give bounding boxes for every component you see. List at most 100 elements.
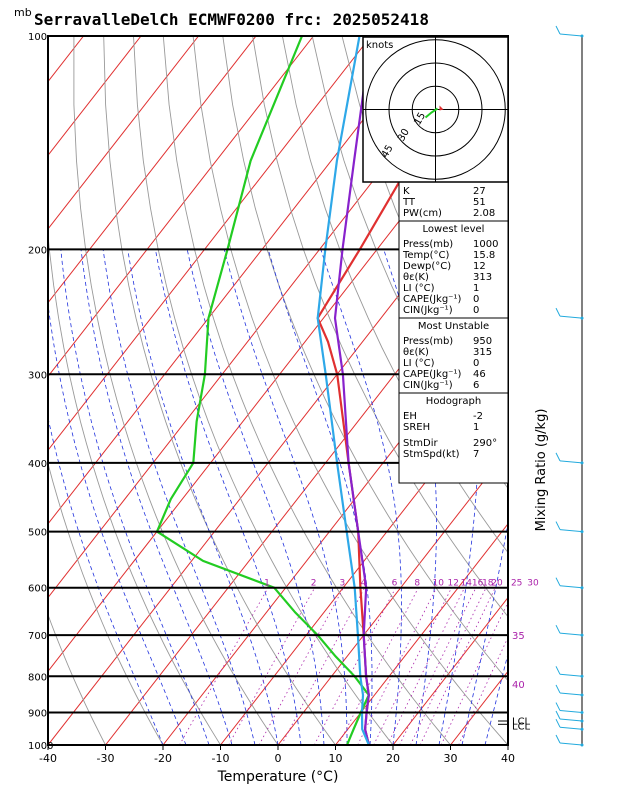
lowest-value: 313	[473, 272, 492, 283]
isotherm-line	[277, 449, 508, 745]
x-tick-label: 10	[329, 752, 343, 765]
index-key: K	[403, 186, 410, 197]
lowest-level-header: Lowest level	[423, 224, 485, 235]
wind-barb-icon	[559, 632, 583, 636]
moist-adiabat-line	[320, 249, 402, 745]
isotherm-line	[48, 36, 199, 230]
hodograph-ring-label: 30	[396, 127, 412, 144]
sounding-series-line	[316, 36, 370, 745]
lcl-label: LCL	[512, 716, 531, 727]
isotherm-line	[48, 36, 257, 304]
wind-barb-flag	[555, 666, 561, 675]
dry-adiabat-line	[252, 36, 508, 618]
x-tick-label: 20	[386, 752, 400, 765]
hodo-key: EH	[403, 411, 417, 422]
sounding-series-line	[333, 36, 373, 745]
plot-area	[0, 36, 618, 745]
dry-adiabat-line	[281, 36, 508, 554]
x-axis-label: Temperature (°C)	[217, 769, 339, 785]
hodo-value: 7	[473, 449, 479, 460]
x-tick-label: -30	[97, 752, 115, 765]
moist-adiabat-line	[383, 249, 437, 745]
mixing-ratio-label: 4	[361, 579, 367, 589]
wind-barb-flag	[555, 307, 561, 317]
wind-barb-flag	[555, 702, 561, 711]
pressure-tick-label: 800	[28, 672, 47, 683]
wind-barb-icon	[559, 529, 583, 533]
indices-panel	[398, 181, 509, 484]
mixing-ratio-label: 16	[472, 579, 484, 589]
wind-barb-flag	[555, 684, 561, 694]
lowest-value: 15.8	[473, 250, 495, 261]
hodograph-trace	[424, 107, 439, 119]
wind-barb-flag	[555, 710, 561, 720]
mixing-ratio-line	[338, 587, 419, 745]
isotherm-line	[566, 36, 618, 745]
moist-adiabat-line	[484, 652, 508, 745]
isotherm-line	[0, 36, 26, 745]
lowest-key: CAPE(Jkg⁻¹)	[403, 294, 461, 305]
index-value: 51	[473, 197, 486, 208]
pressure-tick-label: 900	[28, 709, 47, 720]
pressure-tick-label: 600	[28, 584, 47, 595]
temp-label-right: 40	[512, 680, 525, 691]
dry-adiabat-line	[48, 229, 221, 745]
wind-barb-icon	[559, 585, 583, 589]
pressure-unit-label: mb	[14, 6, 32, 19]
mixing-ratio-label: 3	[339, 579, 345, 589]
mixing-ratio-label: 20	[491, 579, 503, 589]
moist-adiabat-line	[438, 249, 480, 745]
wind-barb-icon	[559, 742, 583, 746]
hodo-key: StmSpd(kt)	[403, 449, 460, 460]
y-axis-label: Mixing Ratio (g/kg)	[534, 409, 549, 532]
moist-adiabat-line	[80, 249, 233, 745]
mixing-ratio-line	[228, 587, 316, 745]
wind-barb-icon	[559, 718, 583, 722]
x-tick-label: -10	[212, 752, 230, 765]
most-unstable-header: Most Unstable	[418, 321, 489, 332]
dry-adiabat-line	[133, 36, 394, 745]
isotherm-line	[48, 36, 372, 451]
mixing-ratio-label: 6	[392, 579, 398, 589]
moist-adiabat-line	[186, 249, 325, 745]
lcl-label: LCL	[512, 721, 531, 732]
wind-barb-flag	[555, 25, 561, 35]
mixing-ratio-line	[179, 587, 269, 745]
index-value: 27	[473, 186, 486, 197]
mixing-ratio-label: 30	[527, 579, 539, 589]
lowest-key: θε(K)	[403, 272, 429, 283]
moist-adiabat-line	[48, 301, 187, 745]
mu-key: CIN(Jkg⁻¹)	[403, 380, 453, 391]
mu-key: CAPE(Jkg⁻¹)	[403, 369, 461, 380]
mu-value: 0	[473, 358, 479, 369]
mixing-ratio-line	[258, 587, 344, 745]
dry-adiabat-line	[162, 36, 451, 745]
mixing-ratio-line	[313, 587, 396, 745]
dry-adiabat-line	[521, 36, 618, 745]
moist-adiabat-line	[102, 249, 256, 745]
lowest-key: LI (°C)	[403, 283, 435, 294]
lowest-value: 1000	[473, 239, 498, 250]
mu-key: θε(K)	[403, 347, 429, 358]
dry-adiabat-line	[48, 461, 164, 745]
pressure-tick-label: 200	[28, 245, 47, 256]
storm-motion-marker	[439, 105, 444, 111]
moist-adiabat-line	[223, 249, 348, 745]
wind-barb-icon	[559, 692, 583, 696]
mu-key: Press(mb)	[403, 336, 453, 347]
mu-value: 950	[473, 336, 492, 347]
dry-adiabat-line	[103, 36, 336, 745]
mixing-ratio-line	[373, 587, 452, 745]
pressure-tick-label: 100	[28, 32, 47, 43]
isotherm-line	[48, 36, 314, 378]
moist-adiabat-line	[60, 249, 210, 745]
moist-adiabat-line	[461, 521, 508, 745]
mixing-ratio-label: 18	[482, 579, 494, 589]
wind-barb-icon	[559, 726, 583, 730]
mixing-ratio-label: 8	[414, 579, 420, 589]
pressure-tick-label: 1000	[28, 741, 53, 752]
isotherm-line	[48, 36, 429, 525]
mu-value: 315	[473, 347, 492, 358]
wind-barb-icon	[559, 460, 583, 464]
hodo-key: SREH	[403, 422, 430, 433]
